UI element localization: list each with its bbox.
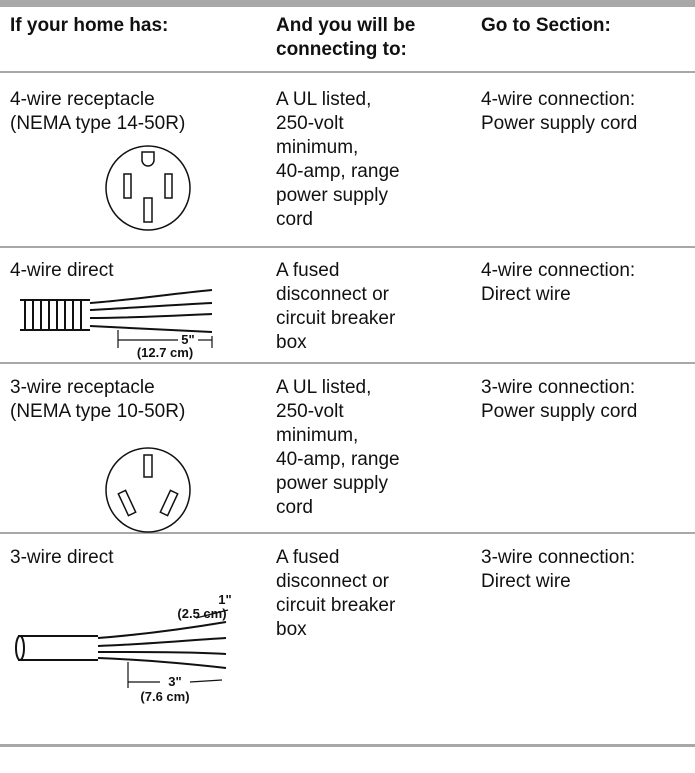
cell-line: And you will be: [276, 15, 416, 36]
wire-4-direct: 5" (12.7 cm): [20, 289, 213, 360]
table-cell: A fused disconnect or circuit breaker box: [276, 546, 395, 642]
cell-line: A fused: [276, 260, 340, 281]
cell-line: 250-volt: [276, 113, 344, 134]
table-cell: A UL listed, 250-volt minimum, 40-amp, rang…: [276, 88, 400, 232]
dimension-label: 1": [218, 592, 231, 607]
receptacle-10-50r: [105, 447, 191, 533]
cell-line: cord: [276, 497, 313, 518]
cell-line: 3-wire connection:: [481, 547, 636, 568]
cell-line: A UL listed,: [276, 89, 372, 110]
dimension-label: (12.7 cm): [137, 345, 193, 360]
dimension-label: (2.5 cm): [177, 606, 226, 621]
table-cell: 3-wire connection: Direct wire: [481, 546, 635, 594]
table-cell: 4-wire connection: Direct wire: [481, 259, 635, 307]
dimension-label: (7.6 cm): [140, 689, 189, 704]
bottom-rule: [0, 744, 695, 747]
table-cell: 3-wire direct: [10, 546, 113, 570]
cell-line: Direct wire: [481, 571, 571, 592]
dimension-label: 3": [168, 674, 181, 689]
cell-line: disconnect or: [276, 284, 390, 305]
cell-line: circuit breaker: [276, 308, 396, 329]
receptacle-14-50r: [105, 145, 191, 231]
cell-line: disconnect or: [276, 571, 390, 592]
cell-line: minimum,: [276, 137, 359, 158]
cell-line: 3-wire receptacle: [10, 377, 155, 398]
table-cell: If your home has:: [10, 14, 168, 38]
cell-line: Power supply cord: [481, 113, 638, 134]
header-rule: [0, 71, 695, 73]
table-cell: 4-wire connection: Power supply cord: [481, 88, 637, 136]
table-cell: 3-wire connection: Power supply cord: [481, 376, 637, 424]
cell-line: A UL listed,: [276, 377, 372, 398]
table-cell: Go to Section:: [481, 14, 611, 38]
cell-line: (NEMA type 14-50R): [10, 113, 186, 134]
cell-line: circuit breaker: [276, 595, 396, 616]
cell-line: 4-wire connection:: [481, 260, 636, 281]
cell-line: box: [276, 332, 307, 353]
row-rule: [0, 532, 695, 534]
cell-line: 3-wire direct: [10, 547, 114, 568]
row-rule: [0, 246, 695, 248]
wire-3-direct: 1" (2.5 cm) 3" (7.6 cm): [15, 592, 232, 704]
cell-line: A fused: [276, 547, 340, 568]
row-rule: [0, 362, 695, 364]
cell-line: 4-wire connection:: [481, 89, 636, 110]
cell-line: box: [276, 619, 307, 640]
cell-line: connecting to:: [276, 39, 407, 60]
table-cell: A UL listed, 250-volt minimum, 40-amp, rang…: [276, 376, 400, 520]
cell-line: 40-amp, range: [276, 449, 400, 470]
cell-line: 40-amp, range: [276, 161, 400, 182]
cell-line: minimum,: [276, 425, 359, 446]
cell-line: power supply: [276, 473, 388, 494]
cell-line: 4-wire direct: [10, 260, 114, 281]
top-rule: [0, 0, 695, 7]
cell-line: cord: [276, 209, 313, 230]
cell-line: If your home has:: [10, 15, 169, 36]
cell-line: (NEMA type 10-50R): [10, 401, 186, 422]
cell-line: 4-wire receptacle: [10, 89, 155, 110]
dimension-label: 5": [181, 332, 194, 347]
table-cell: 4-wire receptacle (NEMA type 14-50R): [10, 88, 185, 136]
cell-line: Power supply cord: [481, 401, 638, 422]
table-cell: 3-wire receptacle (NEMA type 10-50R): [10, 376, 185, 424]
table-cell: A fused disconnect or circuit breaker box: [276, 259, 395, 355]
table-cell: And you will be connecting to:: [276, 14, 415, 62]
cell-line: 250-volt: [276, 401, 344, 422]
cell-line: Direct wire: [481, 284, 571, 305]
table-cell: 4-wire direct: [10, 259, 113, 283]
cell-line: power supply: [276, 185, 388, 206]
cell-line: Go to Section:: [481, 15, 611, 36]
cell-line: 3-wire connection:: [481, 377, 636, 398]
